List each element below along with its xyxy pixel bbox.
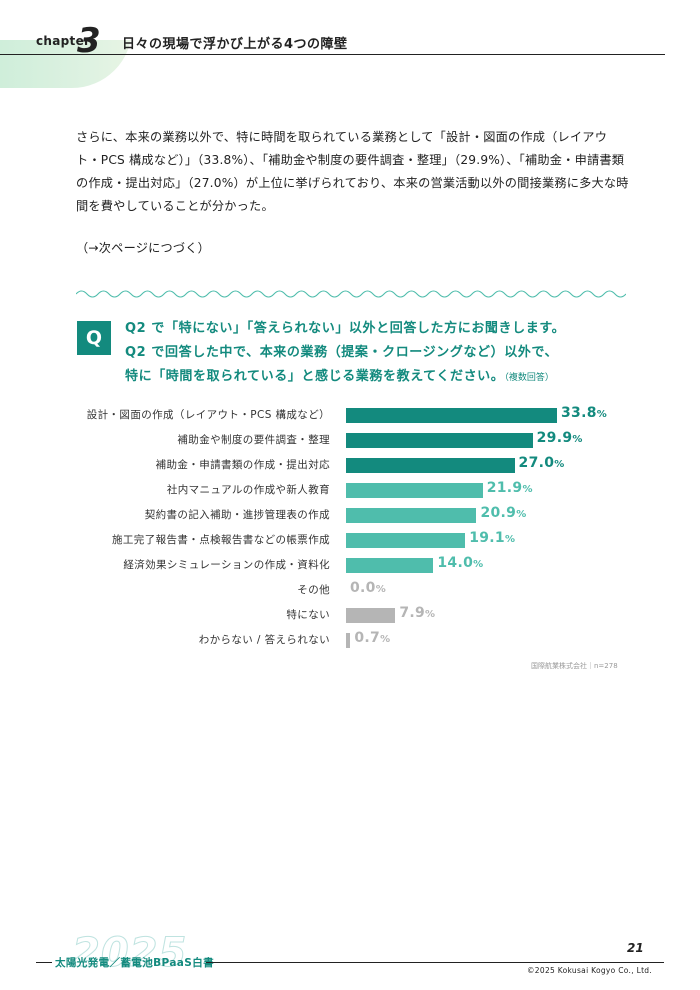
- category-label: 補助金・申請書類の作成・提出対応: [155, 459, 330, 471]
- question-line-3: 特に「時間を取られている」と感じる業務を教えてください。（複数回答）: [125, 365, 565, 390]
- question-text: Q2 で「特にない」「答えられない」以外と回答した方にお聞きします。 Q2 で回…: [125, 317, 565, 390]
- category-label: 補助金や制度の要件調査・整理: [177, 434, 330, 446]
- question-line-3-text: 特に「時間を取られている」と感じる業務を教えてください。: [125, 369, 505, 384]
- chart-row: 施工完了報告書・点検報告書などの帳票作成 19.1%: [0, 528, 700, 553]
- chart-row: 経済効果シミュレーションの作成・資料化 14.0%: [0, 553, 700, 578]
- category-label: 経済効果シミュレーションの作成・資料化: [123, 559, 330, 571]
- chapter-title: 日々の現場で浮かび上がる4つの障壁: [122, 37, 348, 52]
- continued-note: （→次ページにつづく）: [76, 241, 211, 255]
- footer-year-watermark: 2025: [71, 930, 188, 977]
- header-rule: [0, 54, 665, 55]
- bar: [346, 508, 477, 523]
- category-label: その他: [297, 584, 330, 596]
- value-label: 27.0%: [518, 455, 565, 471]
- footer-title: 太陽光発電／蓄電池BPaaS白書: [55, 957, 215, 969]
- bar: [346, 558, 434, 573]
- category-label: わからない / 答えられない: [198, 634, 330, 646]
- bar: [346, 533, 466, 548]
- chart-row: 契約書の記入補助・進捗管理表の作成 20.9%: [0, 503, 700, 528]
- value-label: 21.9%: [486, 480, 533, 496]
- question-line-1: Q2 で「特にない」「答えられない」以外と回答した方にお聞きします。: [125, 321, 566, 336]
- question-note: （複数回答）: [504, 373, 554, 383]
- bar: [346, 433, 533, 448]
- bar: [346, 633, 351, 648]
- copyright: ©2025 Kokusai Kogyo Co., Ltd.: [527, 966, 653, 975]
- question-badge: Q: [77, 321, 111, 355]
- value-label: 20.9%: [480, 505, 527, 521]
- bar: [346, 458, 515, 473]
- header-decoration-mask: [0, 0, 132, 40]
- category-label: 社内マニュアルの作成や新人教育: [166, 484, 330, 496]
- footer-dash: [36, 962, 52, 963]
- value-label: 33.8%: [561, 405, 608, 421]
- category-label: 施工完了報告書・点検報告書などの帳票作成: [112, 534, 330, 546]
- value-label: 29.9%: [536, 430, 583, 446]
- chart-row: 特にない 7.9%: [0, 603, 700, 628]
- chart-row: わからない / 答えられない 0.7%: [0, 628, 700, 653]
- chart-row: 補助金・申請書類の作成・提出対応 27.0%: [0, 453, 700, 478]
- chart-row: 補助金や制度の要件調査・整理 29.9%: [0, 428, 700, 453]
- category-label: 特にない: [286, 609, 330, 621]
- value-label: 0.0%: [350, 580, 387, 596]
- chart-row: 設計・図面の作成（レイアウト・PCS 構成など） 33.8%: [0, 403, 700, 428]
- bar-chart: 設計・図面の作成（レイアウト・PCS 構成など） 33.8% 補助金や制度の要件調査…: [0, 403, 700, 653]
- bar: [346, 408, 557, 423]
- question-line-2: Q2 で回答した中で、本来の業務（提案・クロージングなど）以外で、: [125, 345, 559, 360]
- value-label: 14.0%: [437, 555, 484, 571]
- body-paragraph: さらに、本来の業務以外で、特に時間を取られている業務として「設計・図面の作成（レ…: [76, 130, 629, 213]
- wave-divider: [76, 290, 626, 298]
- footer-rule: [206, 962, 664, 963]
- value-label: 0.7%: [354, 630, 391, 646]
- chapter-number: 3: [77, 21, 101, 61]
- value-label: 19.1%: [469, 530, 516, 546]
- bar: [346, 483, 483, 498]
- chart-source: 国際航業株式会社｜n=278: [531, 662, 618, 670]
- bar: [346, 608, 396, 623]
- value-label: 7.9%: [399, 605, 436, 621]
- category-label: 契約書の記入補助・進捗管理表の作成: [144, 509, 330, 521]
- chart-row: 社内マニュアルの作成や新人教育 21.9%: [0, 478, 700, 503]
- chapter-label: chapter: [36, 34, 91, 48]
- chart-row: その他 0.0%: [0, 578, 700, 603]
- page-number: 21: [627, 941, 644, 955]
- category-label: 設計・図面の作成（レイアウト・PCS 構成など）: [86, 409, 330, 421]
